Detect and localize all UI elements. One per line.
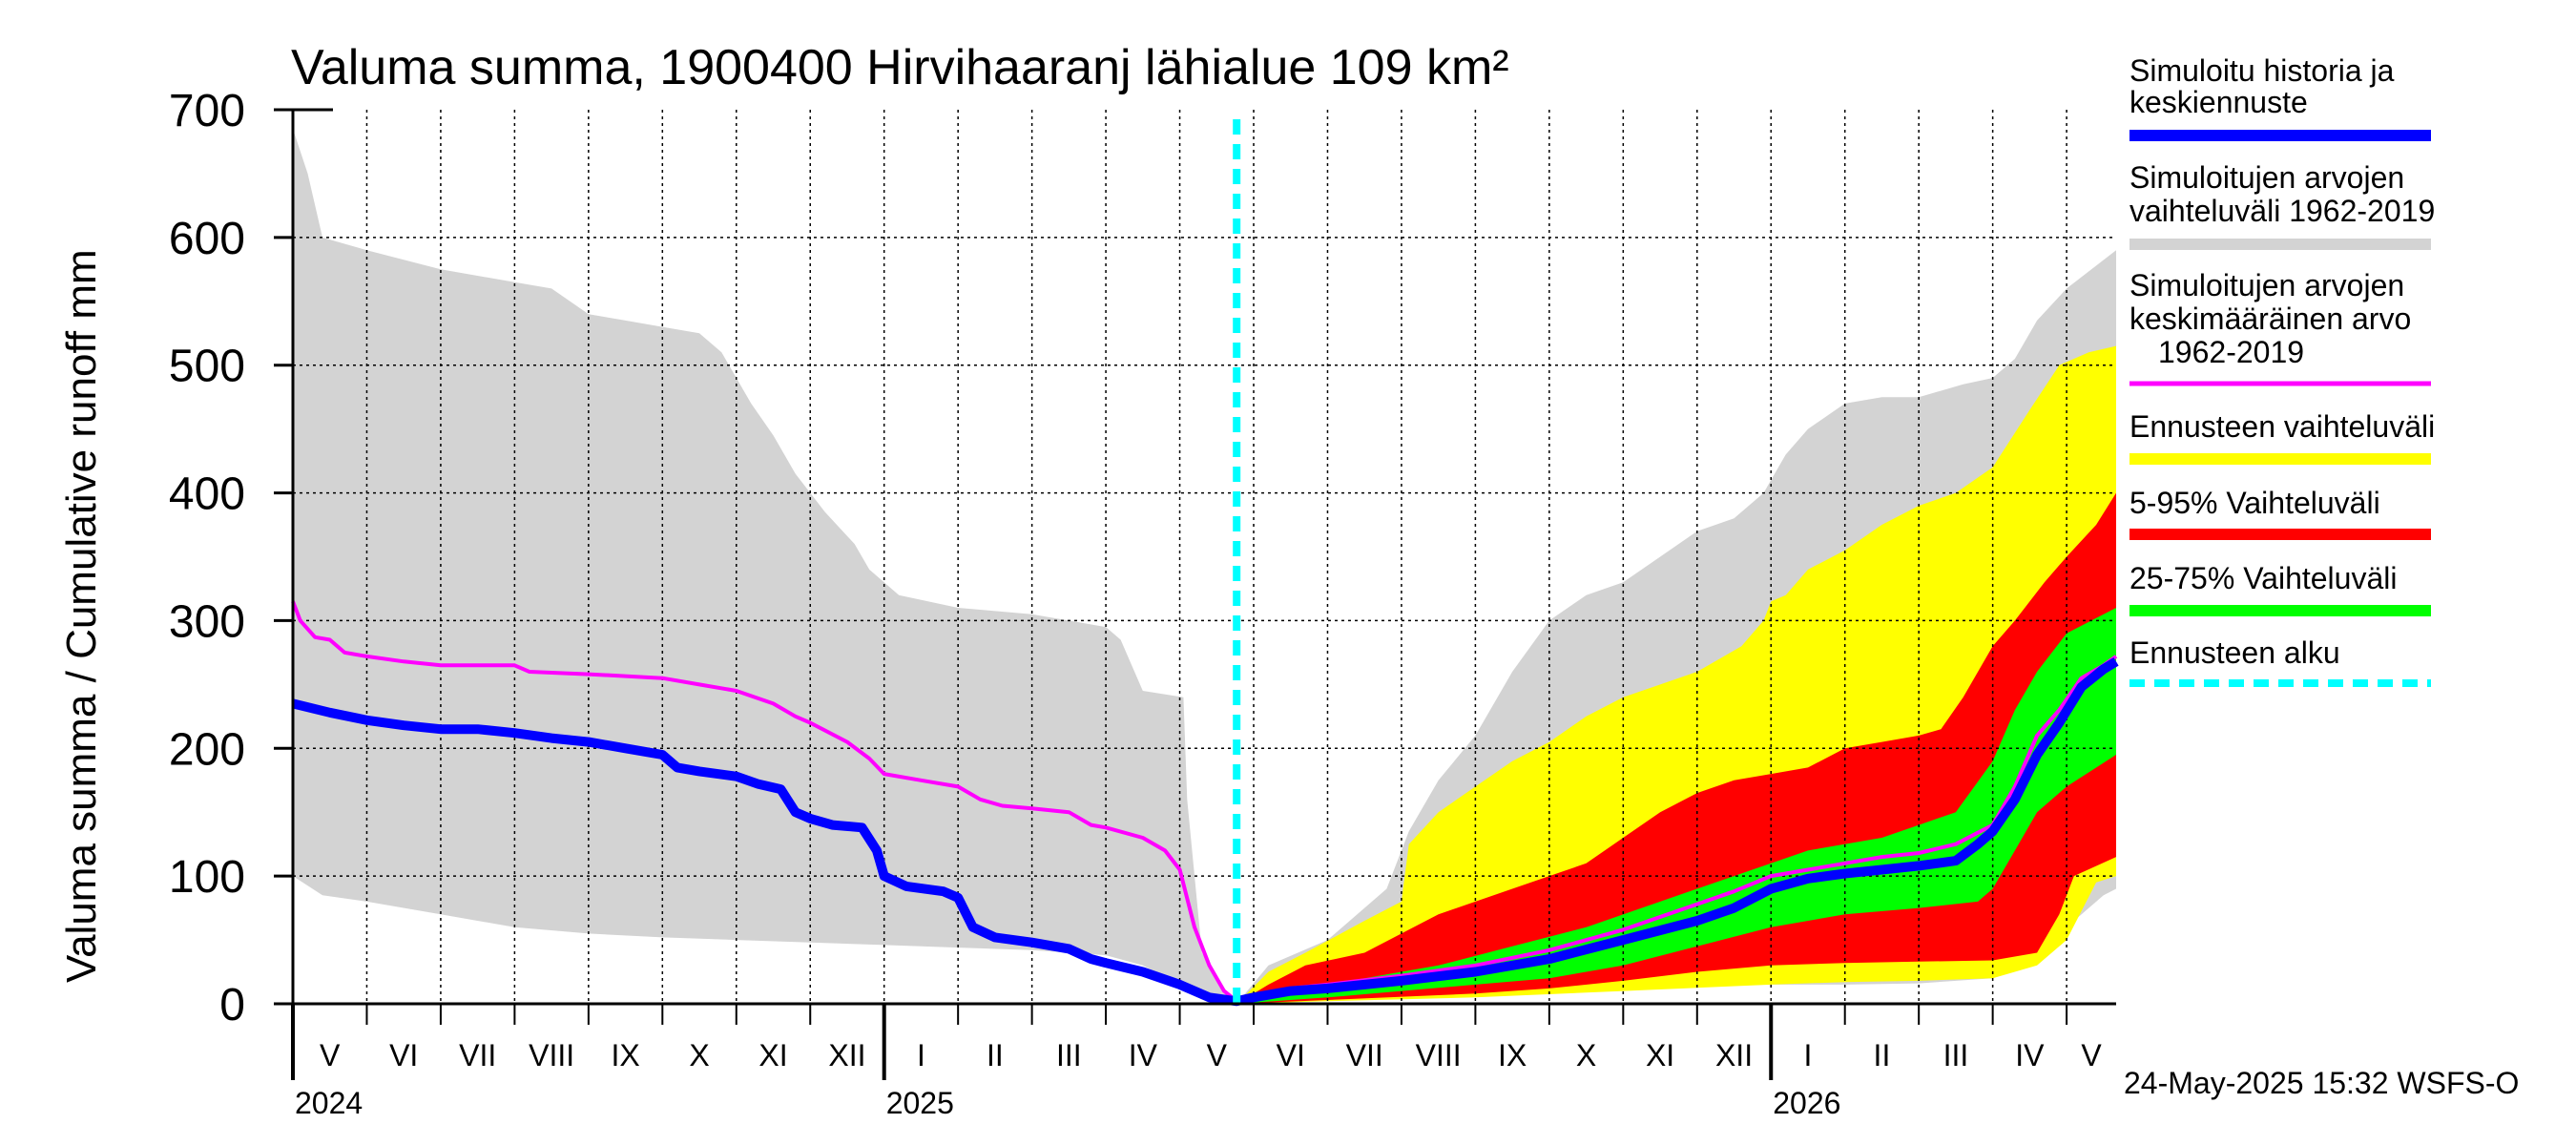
simulated-line: [291, 657, 2119, 1007]
legend-label-forecast-start: Ennusteen alku: [2129, 635, 2340, 670]
mean-line: [291, 600, 2118, 1004]
legend-label-range-2: vaihteluväli 1962-2019: [2129, 194, 2435, 228]
legend-label-simulated-1: Simuloitu historia ja: [2129, 53, 2395, 88]
legend: Simuloitu historia ja keskiennuste Simul…: [2129, 53, 2435, 687]
month-label-8: I: [917, 1038, 925, 1072]
month-label-14: VII: [1346, 1038, 1383, 1072]
legend-label-mean-1: Simuloitujen arvojen: [2129, 268, 2404, 302]
month-label-13: VI: [1277, 1038, 1305, 1072]
year-label-2025: 2025: [886, 1086, 954, 1120]
month-label-21: II: [1874, 1038, 1891, 1072]
month-label-16: IX: [1498, 1038, 1527, 1072]
legend-label-range-1: Simuloitujen arvojen: [2129, 160, 2404, 195]
y-tick-label-600: 600: [169, 214, 245, 264]
y-tick-label-300: 300: [169, 596, 245, 647]
month-label-11: IV: [1129, 1038, 1158, 1072]
timestamp: 24-May-2025 15:32 WSFS-O: [2124, 1066, 2519, 1100]
legend-label-mean-2: keskimääräinen arvo: [2129, 302, 2411, 336]
y-tick-label-0: 0: [219, 980, 245, 1030]
y-tick-label-500: 500: [169, 342, 245, 392]
month-label-23: IV: [2015, 1038, 2045, 1072]
month-label-0: V: [320, 1038, 341, 1072]
month-label-1: VI: [389, 1038, 418, 1072]
month-label-20: I: [1804, 1038, 1813, 1072]
year-label-2024: 2024: [295, 1086, 363, 1120]
month-label-17: X: [1576, 1038, 1596, 1072]
month-label-3: VIII: [529, 1038, 574, 1072]
month-label-6: XI: [758, 1038, 787, 1072]
area-layers: [293, 129, 2116, 1005]
month-label-24: V: [2081, 1038, 2102, 1072]
y-axis-label: Valuma summa / Cumulative runoff mm: [58, 249, 105, 983]
y-axis-ticks: 0 100 200 300 400 500 600 700: [169, 86, 293, 1030]
legend-label-simulated-2: keskiennuste: [2129, 85, 2308, 119]
axis-frame: [291, 108, 2116, 1006]
month-label-2: VII: [459, 1038, 496, 1072]
year-label-2026: 2026: [1773, 1086, 1840, 1120]
series-lines: [291, 119, 2119, 1007]
legend-label-p25-75: 25-75% Vaihteluväli: [2129, 561, 2397, 595]
month-label-10: III: [1056, 1038, 1082, 1072]
y-tick-label-200: 200: [169, 724, 245, 775]
y-tick-label-700: 700: [169, 86, 245, 136]
historical-range-area: [293, 129, 1237, 1005]
month-label-4: IX: [611, 1038, 639, 1072]
x-axis: V VI VII VIII IX X XI XII I II III IV V VI VII VIII IX X X…: [291, 1004, 2102, 1120]
month-label-9: II: [987, 1038, 1004, 1072]
month-label-12: V: [1207, 1038, 1228, 1072]
month-label-19: XII: [1715, 1038, 1753, 1072]
chart-title: Valuma summa, 1900400 Hirvihaaranj lähia…: [291, 40, 1509, 95]
legend-label-mean-3: 1962-2019: [2158, 335, 2304, 369]
legend-label-forecast-range: Ennusteen vaihteluväli: [2129, 409, 2435, 444]
month-label-15: VIII: [1416, 1038, 1462, 1072]
grid-lines: [293, 110, 2116, 1004]
month-label-18: XI: [1646, 1038, 1674, 1072]
y-tick-label-100: 100: [169, 852, 245, 903]
month-label-5: X: [689, 1038, 709, 1072]
month-label-7: XII: [828, 1038, 865, 1072]
legend-label-p5-95: 5-95% Vaihteluväli: [2129, 486, 2380, 520]
p25-75-area: [1236, 608, 2116, 1004]
plot-area: [291, 108, 2119, 1007]
y-tick-label-400: 400: [169, 469, 245, 520]
month-label-22: III: [1943, 1038, 1969, 1072]
